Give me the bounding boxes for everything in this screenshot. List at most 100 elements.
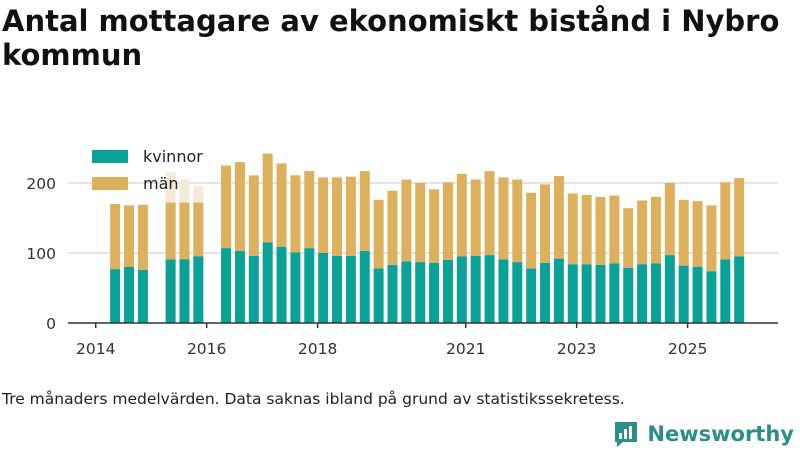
bar-man [734, 178, 745, 257]
bar-kvinnor [415, 262, 426, 323]
x-tick-label: 2014 [76, 340, 115, 358]
bar-man [373, 199, 384, 269]
bar-man [456, 173, 467, 257]
bar-man [332, 177, 343, 256]
bar-kvinnor [221, 248, 232, 323]
bar-kvinnor [304, 248, 315, 323]
bar-kvinnor [553, 258, 564, 323]
bar-kvinnor [387, 264, 398, 323]
bar-kvinnor [734, 256, 745, 323]
bar-man [193, 202, 204, 257]
caption: Tre månaders medelvärden. Data saknas ib… [2, 390, 625, 408]
x-tick-label: 2018 [298, 340, 337, 358]
legend: kvinnor män [92, 147, 203, 193]
chart-title: Antal mottagare av ekonomiskt bistånd i … [2, 4, 780, 72]
brand-name: Newsworthy [647, 422, 794, 446]
legend-label-kvinnor: kvinnor [143, 147, 203, 166]
bar-man [221, 165, 232, 249]
x-axis-ticks: 2014 2016 2018 2021 2023 2025 [76, 323, 707, 358]
bar-kvinnor [637, 264, 648, 323]
bar-kvinnor [623, 267, 634, 323]
bar-kvinnor [318, 253, 329, 323]
bar-man [553, 176, 564, 259]
bar-kvinnor [262, 242, 273, 323]
newsworthy-logo-icon [615, 422, 638, 447]
x-tick-label: 2016 [187, 340, 226, 358]
bar-man [581, 194, 592, 265]
bar-man [637, 200, 648, 265]
bar-kvinnor [290, 252, 301, 323]
bar-man [512, 179, 523, 263]
bar-man [262, 153, 273, 243]
bar-kvinnor [179, 259, 190, 323]
bar-man [484, 171, 495, 256]
bar-kvinnor [526, 268, 537, 323]
bar-kvinnor [137, 269, 148, 323]
bar-kvinnor [456, 256, 467, 323]
bar-kvinnor [720, 259, 731, 323]
bar-man [623, 208, 634, 268]
y-tick-label: 100 [26, 245, 56, 263]
brand[interactable]: Newsworthy [613, 420, 794, 448]
bar-man [567, 193, 578, 265]
bar-man [110, 204, 121, 270]
bar-kvinnor [345, 255, 356, 323]
bar-man [234, 162, 245, 251]
bar-man [595, 197, 606, 265]
bar-man [248, 175, 259, 256]
y-axis-ticks: 0 100 200 [26, 175, 56, 333]
bar-kvinnor [470, 255, 481, 323]
bars [110, 153, 745, 323]
bar-man [304, 171, 315, 249]
bar-man [345, 176, 356, 256]
y-tick-label: 0 [46, 315, 56, 333]
bar-kvinnor [276, 246, 287, 323]
bar-man [720, 182, 731, 260]
bar-kvinnor [234, 250, 245, 323]
bar-man [387, 190, 398, 265]
bar-man [276, 163, 287, 247]
bar-kvinnor [706, 271, 717, 323]
bar-man [429, 189, 440, 263]
bar-chart: 0 100 200 2014 2016 2018 2021 2023 2025 kvinnor… [26, 147, 778, 358]
bar-kvinnor [664, 255, 675, 323]
bar-man [359, 171, 370, 251]
legend-swatch-man [92, 177, 128, 190]
bar-man [664, 183, 675, 256]
x-tick-label: 2025 [668, 340, 707, 358]
bar-man [678, 199, 689, 266]
bar-man [526, 192, 537, 269]
bar-kvinnor [692, 267, 703, 323]
bar-kvinnor [248, 255, 259, 323]
bar-man [165, 202, 176, 260]
bar-kvinnor [540, 262, 551, 323]
bar-kvinnor [332, 255, 343, 323]
bar-kvinnor [442, 260, 453, 323]
bar-man [470, 179, 481, 256]
x-tick-label: 2021 [446, 340, 485, 358]
bar-kvinnor [373, 268, 384, 323]
bar-kvinnor [124, 267, 135, 323]
bar-kvinnor [581, 264, 592, 323]
bar-man [179, 202, 190, 260]
bar-man [650, 197, 661, 264]
bar-man [137, 204, 148, 270]
bar-kvinnor [512, 262, 523, 323]
x-tick-label: 2023 [557, 340, 596, 358]
bar-kvinnor [595, 264, 606, 323]
bar-man [609, 195, 620, 264]
bar-kvinnor [359, 250, 370, 323]
bar-kvinnor [567, 264, 578, 323]
bar-kvinnor [110, 269, 121, 323]
legend-label-man: män [143, 174, 179, 193]
bar-man [442, 182, 453, 260]
bar-kvinnor [165, 259, 176, 323]
bar-man [318, 177, 329, 253]
legend-swatch-kvinnor [92, 150, 128, 163]
bar-kvinnor [609, 263, 620, 323]
bar-man [706, 205, 717, 272]
bar-kvinnor [401, 261, 412, 323]
bar-man [692, 201, 703, 267]
bar-kvinnor [678, 265, 689, 323]
bar-kvinnor [498, 259, 509, 323]
